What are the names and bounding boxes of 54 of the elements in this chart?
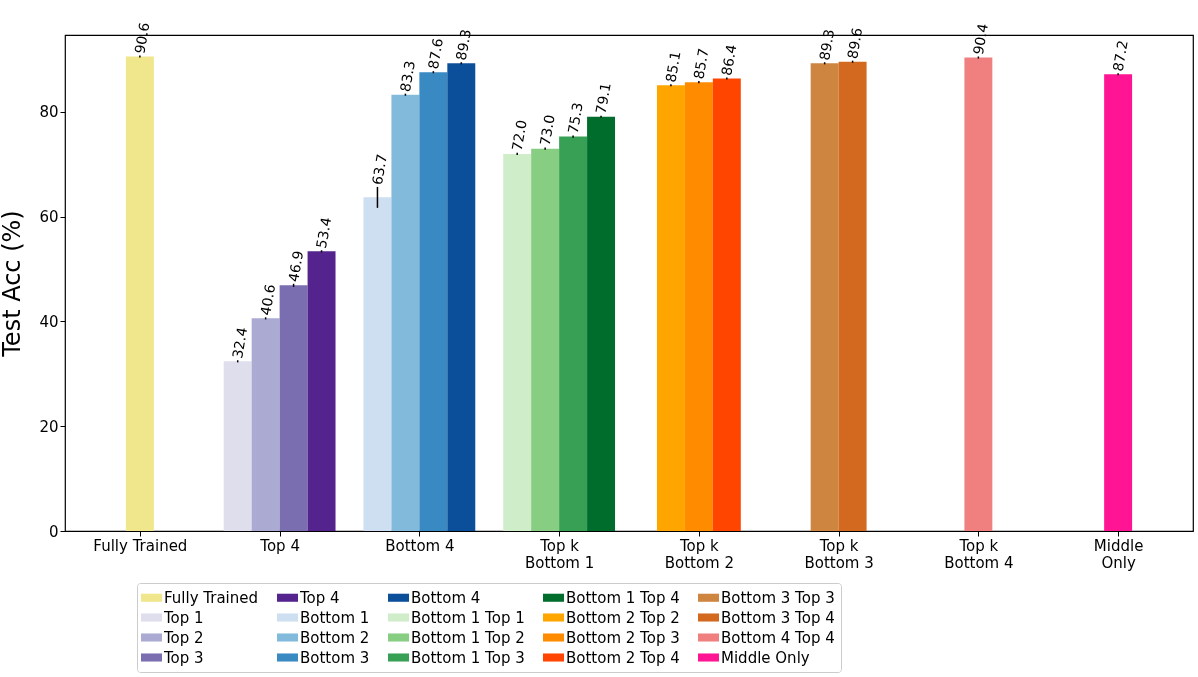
data-label: 79.1 [592, 81, 614, 115]
data-label: 86.4 [718, 43, 740, 77]
legend-label: Bottom 2 Top 4 [566, 648, 680, 667]
data-label: 89.3 [452, 28, 474, 62]
legend-label: Bottom 2 [300, 628, 370, 647]
y-tick-label: 0 [48, 522, 59, 541]
x-tick-label: Middle Only [1093, 536, 1144, 572]
y-axis-title: Test Acc (%) [0, 210, 27, 358]
data-label: 85.7 [690, 46, 712, 81]
legend-label: Top 1 [163, 608, 204, 627]
legend-label: Bottom 1 Top 2 [411, 628, 525, 647]
legend-label: Fully Trained [164, 588, 259, 607]
x-tick-label: Bottom 4 [385, 536, 455, 555]
y-tick-label: 80 [39, 103, 59, 122]
y-tick-label: 20 [39, 417, 59, 436]
data-label: 85.1 [662, 50, 684, 84]
data-label: 87.6 [424, 36, 447, 71]
x-tick-label: Top k Bottom 2 [664, 536, 735, 572]
legend-label: Bottom 2 Top 3 [566, 628, 680, 647]
legend-label: Bottom 2 Top 2 [566, 608, 680, 627]
data-label: 89.3 [816, 28, 838, 62]
legend-label: Bottom 4 Top 4 [721, 628, 835, 647]
legend-label: Bottom 1 Top 3 [411, 648, 525, 667]
legend-label: Bottom 1 [300, 608, 370, 627]
legend-label: Top 2 [163, 628, 204, 647]
legend-label: Bottom 3 [300, 648, 370, 667]
x-tick-label: Top k Bottom 4 [944, 536, 1014, 572]
legend-label: Bottom 3 Top 3 [721, 588, 835, 607]
data-label: 90.4 [969, 22, 992, 56]
data-label: 90.6 [131, 21, 153, 55]
data-label: 73.0 [536, 113, 558, 147]
legend-label: Bottom 3 Top 4 [721, 608, 835, 627]
y-tick-label: 40 [39, 313, 59, 331]
data-label: 87.2 [1109, 39, 1131, 73]
x-tick-label: Top k Bottom 1 [524, 536, 595, 572]
legend-label: Top 3 [163, 648, 204, 667]
data-label: 53.4 [313, 215, 335, 250]
legend-label: Bottom 1 Top 4 [566, 588, 680, 607]
data-label: 72.0 [508, 118, 530, 153]
y-tick-label: 60 [39, 208, 59, 227]
legend-label: Middle Only [721, 648, 810, 667]
x-tick-label: Top k Bottom 3 [804, 536, 874, 572]
data-label: 40.6 [257, 282, 279, 317]
x-tick-label: Top 4 [259, 536, 300, 555]
data-label: 75.3 [564, 101, 586, 135]
legend-label: Bottom 1 Top 1 [411, 608, 525, 627]
data-label: 63.7 [368, 152, 391, 187]
data-label: 46.9 [285, 249, 307, 284]
x-tick-label: Fully Trained [93, 536, 188, 555]
legend-label: Top 4 [299, 588, 340, 607]
data-label: 32.4 [229, 325, 251, 360]
legend-label: Bottom 4 [411, 588, 481, 607]
data-label: 83.3 [396, 59, 419, 93]
data-label: 89.6 [844, 26, 866, 60]
